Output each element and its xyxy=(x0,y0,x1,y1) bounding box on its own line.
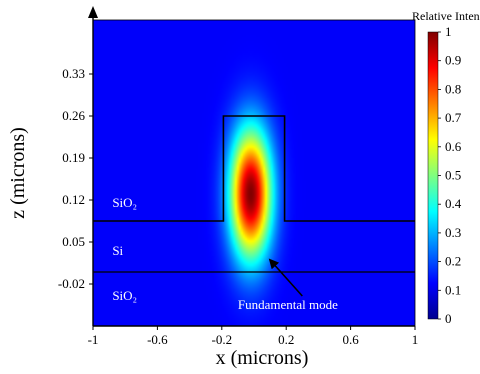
x-axis-ticks: -1 -0.6 -0.2 0.2 0.6 1 xyxy=(88,326,419,347)
colorbar-tick-label: 0.5 xyxy=(445,168,461,183)
colorbar-tick-label: 1 xyxy=(445,24,452,39)
x-tick-label: -1 xyxy=(88,332,99,347)
y-tick-label: 0.19 xyxy=(62,150,85,165)
x-tick-label: 0.6 xyxy=(342,332,359,347)
colorbar-tick-label: 0.7 xyxy=(445,110,462,125)
colorbar-title: Relative Intensity xyxy=(412,9,480,23)
colorbar-tick-label: 0 xyxy=(445,311,452,326)
region-label: SiO₂ xyxy=(112,195,137,210)
colorbar-tick-label: 0.1 xyxy=(445,282,461,297)
colorbar-tick-label: 0.9 xyxy=(445,53,461,68)
colorbar-tick-label: 0.8 xyxy=(445,81,461,96)
y-tick-label: -0.02 xyxy=(58,276,85,291)
annotation-arrow xyxy=(268,258,303,297)
y-axis-ticks: -0.02 0.05 0.12 0.19 0.26 0.33 xyxy=(58,66,93,291)
y-tick-label: 0.33 xyxy=(62,66,85,81)
colorbar-tick-label: 0.3 xyxy=(445,225,461,240)
y-tick-label: 0.26 xyxy=(62,108,85,123)
annotation-label: Fundamental mode xyxy=(238,297,338,312)
colorbar-tick-label: 0.6 xyxy=(445,139,462,154)
y-tick-label: 0.05 xyxy=(62,234,85,249)
x-tick-label: 0.2 xyxy=(278,332,294,347)
y-tick-label: 0.12 xyxy=(62,192,85,207)
y-axis-arrow-icon xyxy=(88,6,98,18)
x-tick-label: -0.2 xyxy=(212,332,233,347)
x-tick-label: -0.6 xyxy=(147,332,168,347)
x-axis-title: x (microns) xyxy=(216,347,309,369)
colorbar xyxy=(427,31,439,320)
y-axis-title: z (microns) xyxy=(7,127,29,219)
colorbar-ticks: 0 0.1 0.2 0.3 0.4 0.5 0.6 0.7 0.8 0.9 1 xyxy=(438,24,462,326)
colorbar-tick-label: 0.2 xyxy=(445,254,461,269)
x-tick-label: 1 xyxy=(412,332,419,347)
ridge-outline xyxy=(93,115,415,222)
region-labels: SiO₂ Si SiO₂ xyxy=(112,195,137,303)
intensity-heatmap xyxy=(93,20,415,326)
region-label: Si xyxy=(112,243,123,258)
waveguide-structure xyxy=(93,115,415,273)
region-label: SiO₂ xyxy=(112,288,137,303)
mode-annotation: Fundamental mode xyxy=(238,258,338,312)
colorbar-tick-label: 0.4 xyxy=(445,196,462,211)
